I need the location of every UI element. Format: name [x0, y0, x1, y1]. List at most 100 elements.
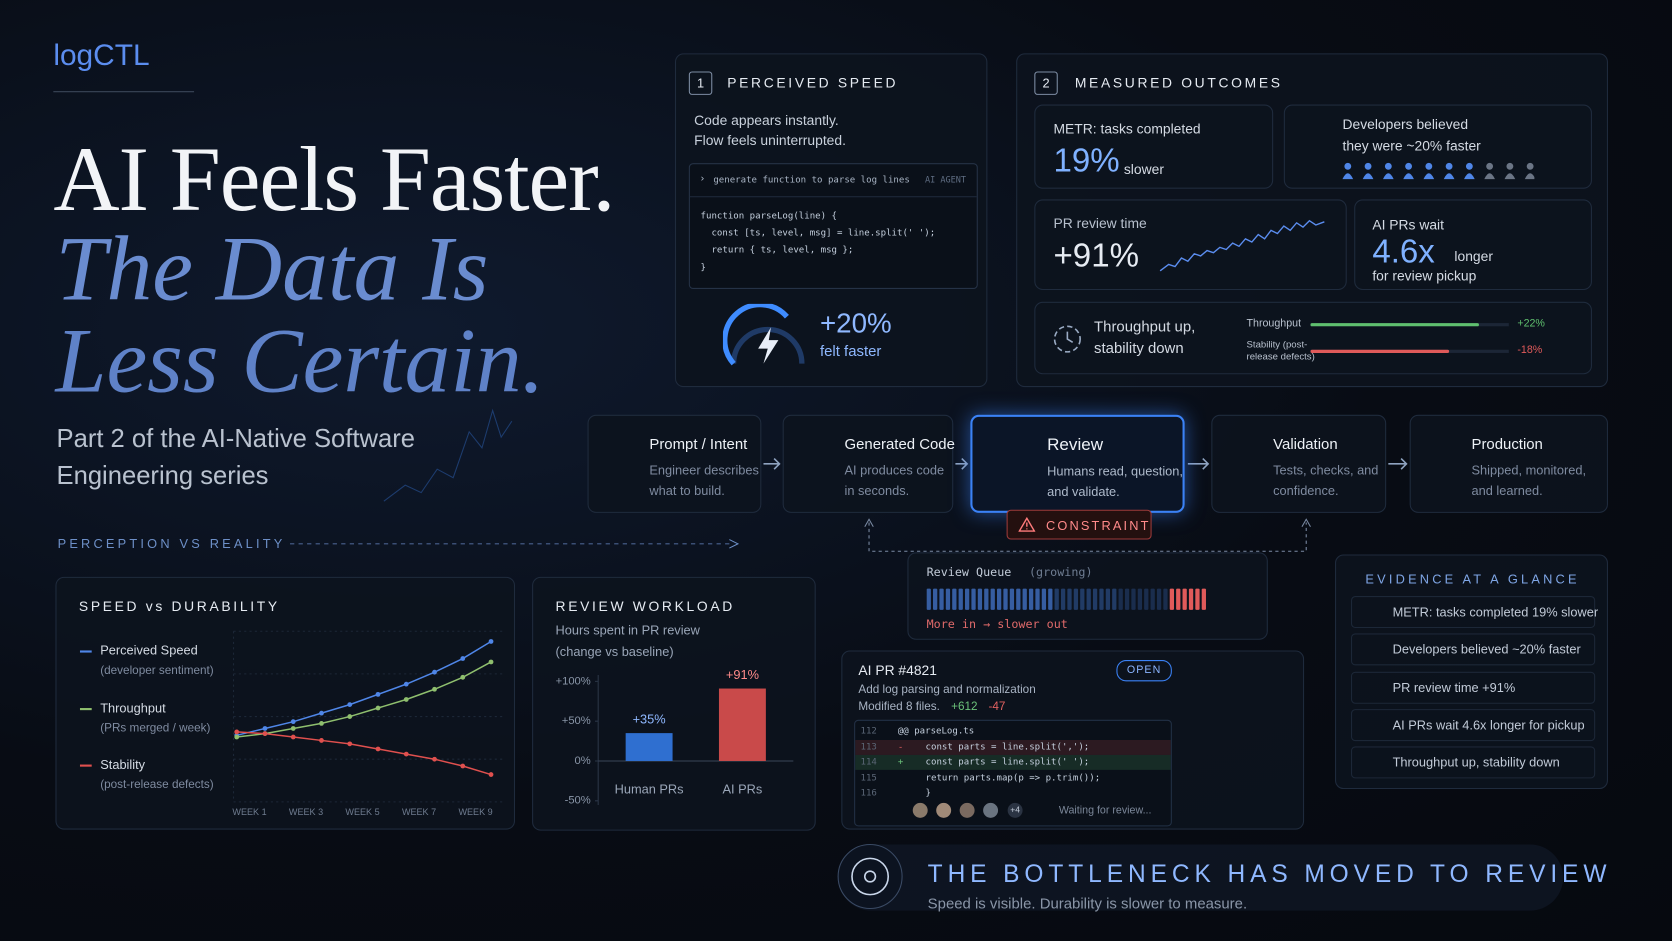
footer-ring	[837, 843, 903, 910]
line-number: 116	[860, 787, 877, 799]
evidence-text: Throughput up, stability down	[1392, 755, 1560, 771]
belief-line: Developers believed	[1342, 116, 1469, 133]
queue-bar	[1060, 588, 1066, 610]
evidence-row: PR review time +91%	[1351, 671, 1596, 704]
series-line	[234, 729, 494, 777]
person-body	[1504, 173, 1516, 180]
panel-title: MEASURED OUTCOMES	[1074, 74, 1283, 91]
queue-bar	[1105, 588, 1111, 610]
y-tick-label: +50%	[562, 715, 591, 727]
x-tick-label: WEEK 9	[458, 807, 492, 817]
section-label: PERCEPTION VS REALITY	[57, 536, 286, 552]
queue-bar	[1028, 588, 1034, 610]
bar	[718, 688, 766, 761]
legend-label: Throughput	[100, 700, 166, 716]
line-number: 114	[860, 757, 877, 768]
person-body	[1382, 173, 1394, 180]
code-line: return { ts, level, msg };	[700, 245, 854, 256]
sparkline	[1159, 219, 1325, 272]
footer-target-dot	[863, 870, 877, 883]
queue-bar	[1003, 588, 1008, 610]
prompt-row	[689, 164, 977, 198]
pr-summary: Add log parsing and normalization	[858, 683, 1036, 697]
belief-line: they were ~20% faster	[1342, 137, 1481, 154]
person-head	[1506, 162, 1514, 170]
bar-value-label: -18%	[1517, 344, 1543, 357]
tradeoff-line: stability down	[1094, 339, 1184, 357]
bar	[625, 733, 673, 761]
queue-bar	[1041, 588, 1047, 610]
hero-subtitle: Less Certain.	[55, 309, 545, 412]
chart-subtitle: (change vs baseline)	[555, 644, 674, 659]
queue-title: Review Queue	[926, 565, 1012, 580]
pr-files: Modified 8 files.	[858, 700, 940, 714]
bar-label: Throughput	[1246, 317, 1302, 330]
panel-line: Code appears instantly.	[694, 111, 839, 128]
queue-bar	[1016, 588, 1021, 610]
metric-label: METR: tasks completed	[1053, 120, 1201, 137]
y-tick-label: 0%	[575, 755, 591, 767]
person-head	[1526, 162, 1534, 170]
step-text: Shipped, monitored, and learned.	[1471, 462, 1587, 498]
tradeoff-card: Throughput up, stability down Throughput…	[1034, 301, 1592, 375]
pr-review-card: PR review time +91%	[1034, 199, 1347, 291]
step-text: AI produces code in seconds.	[844, 462, 945, 498]
x-tick-label: WEEK 5	[345, 807, 379, 817]
queue-bar	[1169, 588, 1174, 610]
queue-caption: More in → slower out	[926, 617, 1068, 632]
step-title: Production	[1471, 435, 1543, 453]
reviewer-avatars	[910, 800, 1025, 820]
bar	[1310, 323, 1480, 327]
panel-line: Flow feels uninterrupted.	[694, 132, 846, 149]
footer-sub: Speed is visible. Durability is slower t…	[927, 894, 1248, 912]
legend-swatch	[79, 650, 92, 653]
queue-bar	[1163, 588, 1168, 610]
footer-band	[838, 844, 1564, 911]
person-head	[1344, 162, 1352, 170]
panel-number: 2	[1034, 71, 1058, 95]
step-title: Prompt / Intent	[649, 435, 748, 453]
diff-added-bg	[855, 754, 1171, 770]
person-head	[1364, 162, 1372, 170]
queue-card: Review Queue (growing) More in → slower …	[907, 552, 1268, 640]
person-head	[1486, 162, 1494, 170]
evidence-text: AI PRs wait 4.6x longer for pickup	[1392, 717, 1585, 733]
legend-swatch	[79, 764, 92, 767]
metric-value: +91%	[1053, 236, 1139, 275]
ai-prs-card: AI PRs wait 4.6x longer for review picku…	[1354, 199, 1592, 291]
diff-code: const parts = line.split(' ');	[925, 757, 1090, 768]
metric-suffix: longer	[1454, 248, 1493, 265]
evidence-row: Developers believed ~20% faster	[1351, 633, 1596, 666]
brand: logCTL	[53, 38, 150, 72]
queue-bar	[1144, 588, 1149, 610]
code-box: › generate function to parse log lines A…	[688, 163, 978, 289]
bar-label: Stability (post-release defects)	[1246, 339, 1315, 362]
pr-card: AI PR #4821 OPEN Add log parsing and nor…	[841, 650, 1305, 830]
series-note: Part 2 of the AI-Native Software Enginee…	[56, 424, 415, 491]
queue-bar	[977, 588, 983, 610]
footer-headline: THE BOTTLENECK HAS MOVED TO REVIEW	[927, 859, 1612, 888]
step-card: Production Shipped, monitored, and learne…	[1409, 414, 1608, 513]
person-head	[1465, 162, 1473, 170]
queue-bar	[1137, 588, 1143, 610]
belief-card: Developers believed they were ~20% faste…	[1283, 104, 1592, 189]
x-tick-label: WEEK 7	[402, 807, 436, 817]
value-label: +91%	[726, 667, 759, 682]
hero-subtitle: The Data Is	[55, 217, 489, 320]
chart-title: REVIEW WORKLOAD	[555, 598, 735, 615]
prompt-text: generate function to parse log lines	[713, 174, 910, 186]
evidence-card: EVIDENCE AT A GLANCE METR: tasks complet…	[1335, 554, 1608, 790]
panel-title: PERCEIVED SPEED	[727, 74, 899, 91]
person-body	[1403, 173, 1414, 180]
step-card: Generated Code AI produces code in second…	[782, 414, 955, 513]
queue-bar	[1150, 588, 1155, 610]
step-title: Validation	[1273, 435, 1338, 453]
queue-bar	[1054, 588, 1059, 610]
pr-removed: -47	[988, 700, 1006, 714]
queue-bar	[990, 588, 995, 610]
diff-sign: +	[897, 757, 904, 768]
code-line: const [ts, level, msg] = line.split(' ')…	[700, 228, 936, 239]
chart-subtitle: Hours spent in PR review	[555, 622, 700, 638]
